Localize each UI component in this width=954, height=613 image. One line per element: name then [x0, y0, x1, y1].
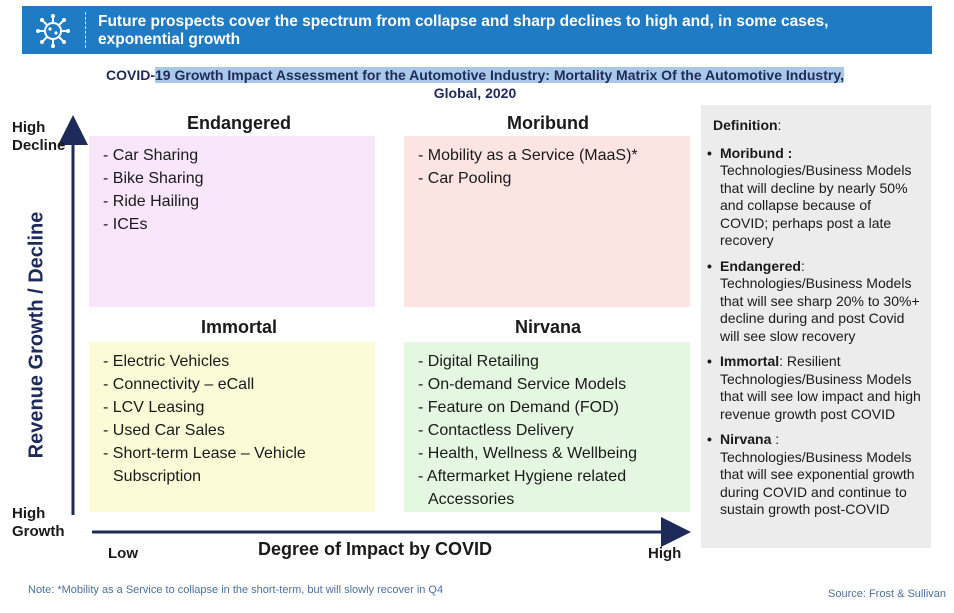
- definitions-heading: Definition:: [713, 117, 782, 133]
- definition-item: • Immortal: Resilient Technologies/Busin…: [707, 353, 923, 423]
- list-item: - Bike Sharing: [103, 170, 204, 187]
- list-item: - Car Pooling: [418, 170, 512, 187]
- quadrant-nirvana: - Digital Retailing - On-demand Service …: [404, 342, 690, 512]
- definition-term: Moribund :: [720, 144, 793, 161]
- title-part-1: COVID-: [106, 67, 156, 83]
- list-item: - Aftermarket Hygiene related Accessorie…: [418, 468, 627, 508]
- quadrant-immortal: - Electric Vehicles - Connectivity – eCa…: [89, 342, 375, 512]
- x-axis-label: Degree of Impact by COVID: [258, 539, 493, 559]
- bullet-icon: •: [707, 257, 712, 274]
- definition-text: : Technologies/Business Models that will…: [720, 257, 920, 344]
- list-item: - Contactless Delivery: [418, 422, 574, 439]
- quadrant-title-immortal: Immortal: [200, 317, 278, 337]
- definition-text: : Technologies/Business Models that will…: [720, 431, 915, 517]
- list-item: - ICEs: [103, 216, 148, 233]
- banner-divider: [85, 12, 86, 48]
- x-axis-high-label: High: [648, 545, 682, 562]
- bullet-icon: •: [707, 144, 712, 161]
- quadrant-title-moribund: Moribund: [507, 113, 589, 133]
- x-axis-low-label: Low: [108, 545, 138, 562]
- list-item: - LCV Leasing: [103, 399, 205, 416]
- y-axis-label: Revenue Growth / Decline: [25, 211, 48, 459]
- definition-text: : Resilient Technologies/Business Models…: [720, 353, 921, 422]
- title-part-2: 19 Growth Impact Assessment for the Auto…: [155, 67, 844, 83]
- footnote: Note: *Mobility as a Service to collapse…: [28, 584, 444, 596]
- list-item: - Digital Retailing: [418, 353, 539, 370]
- list-item: - Car Sharing: [103, 147, 199, 164]
- quadrant-title-nirvana: Nirvana: [514, 317, 582, 337]
- list-item: - On-demand Service Models: [418, 376, 627, 393]
- title-line-2: Global, 2020: [433, 85, 517, 101]
- quadrant-moribund: - Mobility as a Service (MaaS)* - Car Po…: [404, 136, 690, 307]
- definition-term: Endangered: [720, 257, 801, 274]
- list-item: - Electric Vehicles: [103, 353, 230, 370]
- definition-term: Nirvana: [720, 431, 772, 447]
- quadrant-endangered: - Car Sharing - Bike Sharing - Ride Hail…: [89, 136, 375, 307]
- list-item: - Short-term Lease – Vehicle Subscriptio…: [103, 445, 306, 485]
- y-axis-bottom-label: High Growth: [12, 505, 65, 540]
- list-item: - Used Car Sales: [103, 422, 225, 439]
- quadrant-title-endangered: Endangered: [186, 113, 292, 133]
- definition-item: • Nirvana : Technologies/Business Models…: [707, 431, 923, 519]
- page-title: COVID-19 Growth Impact Assessment for th…: [30, 66, 920, 102]
- bullet-icon: •: [707, 353, 712, 369]
- source-credit: Source: Frost & Sullivan: [828, 588, 946, 600]
- definition-item: • Endangered: Technologies/Business Mode…: [707, 257, 923, 346]
- definition-term: Immortal: [720, 353, 780, 369]
- definition-item: • Moribund : Technologies/Business Model…: [707, 144, 923, 250]
- definitions-panel: Definition: • Moribund : Technologies/Bu…: [701, 105, 931, 548]
- list-item: - Ride Hailing: [103, 193, 200, 210]
- list-item: - Mobility as a Service (MaaS)*: [418, 147, 638, 164]
- header-banner: Future prospects cover the spectrum from…: [22, 6, 932, 54]
- bullet-icon: •: [707, 431, 712, 447]
- list-item: - Connectivity – eCall: [103, 376, 255, 393]
- definition-text: Technologies/Business Models that will d…: [720, 162, 912, 248]
- virus-icon: [36, 14, 70, 48]
- y-axis-top-label: High Decline: [12, 119, 66, 154]
- list-item: - Health, Wellness & Wellbeing: [418, 445, 638, 462]
- banner-text: Future prospects cover the spectrum from…: [98, 13, 829, 48]
- list-item: - Feature on Demand (FOD): [418, 399, 619, 416]
